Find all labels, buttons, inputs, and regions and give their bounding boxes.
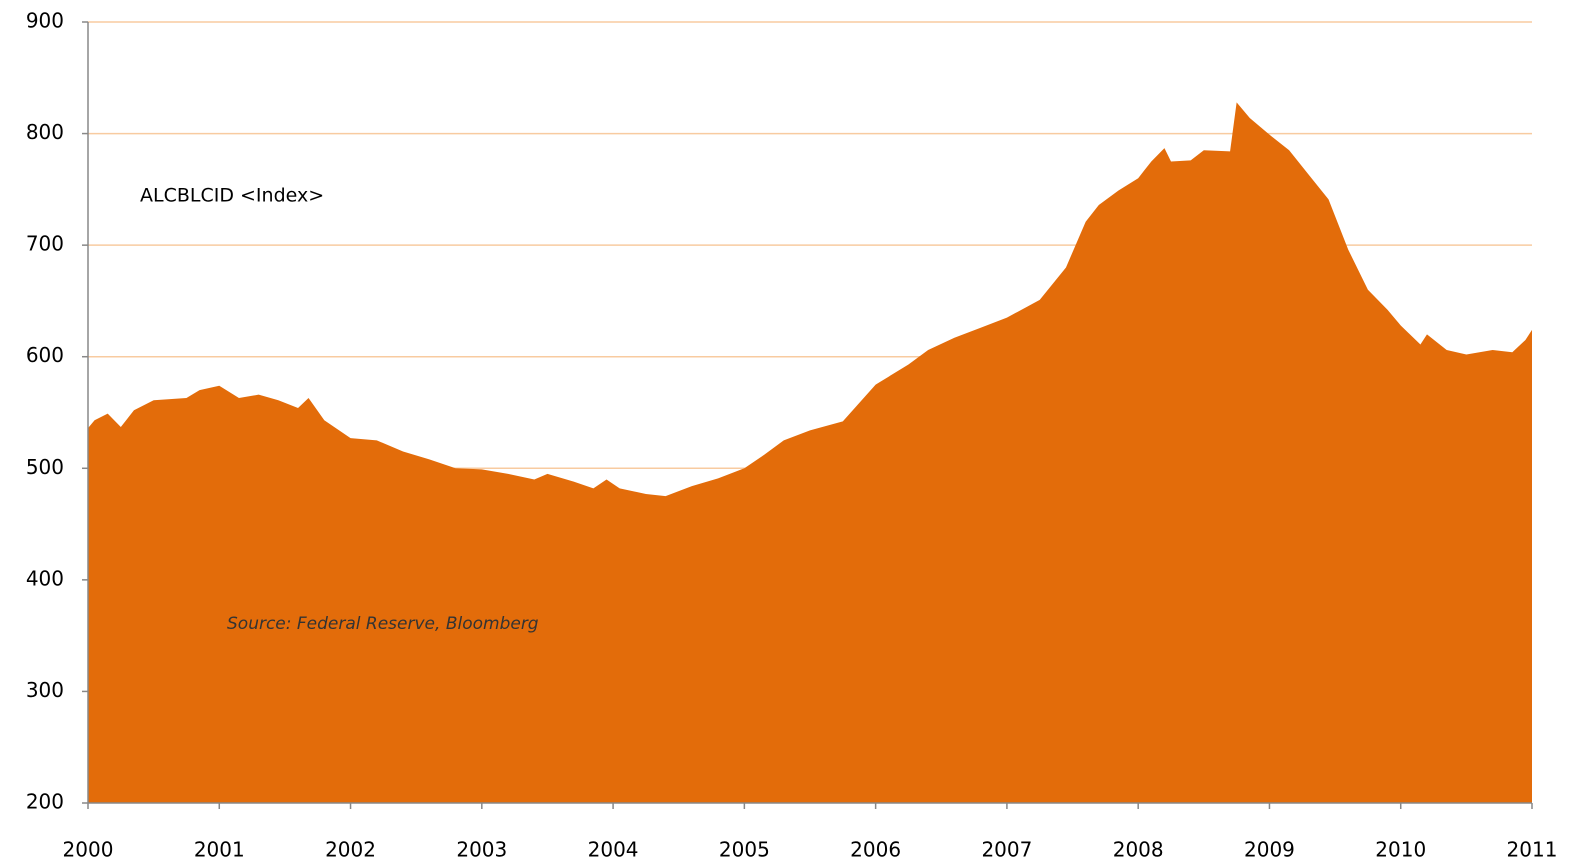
x-tick-label: 2009 [1244, 838, 1295, 862]
x-tick-label: 2010 [1375, 838, 1426, 862]
source-note: Source: Federal Reserve, Bloomberg [227, 614, 539, 634]
x-tick-label: 2003 [456, 838, 507, 862]
y-tick-label: 400 [26, 566, 64, 590]
x-tick-label: 2011 [1507, 838, 1558, 862]
x-tick-label: 2007 [981, 838, 1032, 862]
x-tick-label: 2004 [588, 838, 639, 862]
annotation: ALCBLCID <Index> [140, 185, 324, 207]
x-tick-label: 2006 [850, 838, 901, 862]
x-tick-label: 2005 [719, 838, 770, 862]
area [88, 102, 1532, 804]
x-tick-label: 2001 [194, 838, 245, 862]
x-tick-label: 2008 [1113, 838, 1164, 862]
y-tick-label: 900 [26, 9, 64, 33]
y-tick-label: 500 [26, 455, 64, 479]
y-tick-label: 300 [26, 678, 64, 702]
y-tick-label: 700 [26, 232, 64, 256]
y-tick-label: 200 [26, 790, 64, 814]
x-tick-label: 2000 [63, 838, 114, 862]
y-tick-label: 600 [26, 343, 64, 367]
y-tick-label: 800 [26, 120, 64, 144]
x-tick-label: 2002 [325, 838, 376, 862]
